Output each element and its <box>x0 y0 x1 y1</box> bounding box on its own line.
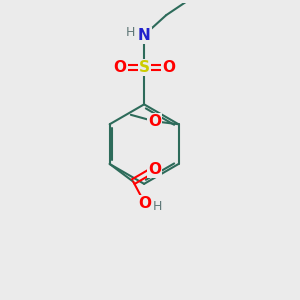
Text: O: O <box>148 162 161 177</box>
Text: H: H <box>153 200 162 213</box>
Text: N: N <box>138 28 151 43</box>
Text: H: H <box>125 26 135 39</box>
Text: O: O <box>162 60 175 75</box>
Text: O: O <box>113 60 127 75</box>
Text: O: O <box>139 196 152 211</box>
Text: S: S <box>139 60 150 75</box>
Text: O: O <box>148 114 161 129</box>
